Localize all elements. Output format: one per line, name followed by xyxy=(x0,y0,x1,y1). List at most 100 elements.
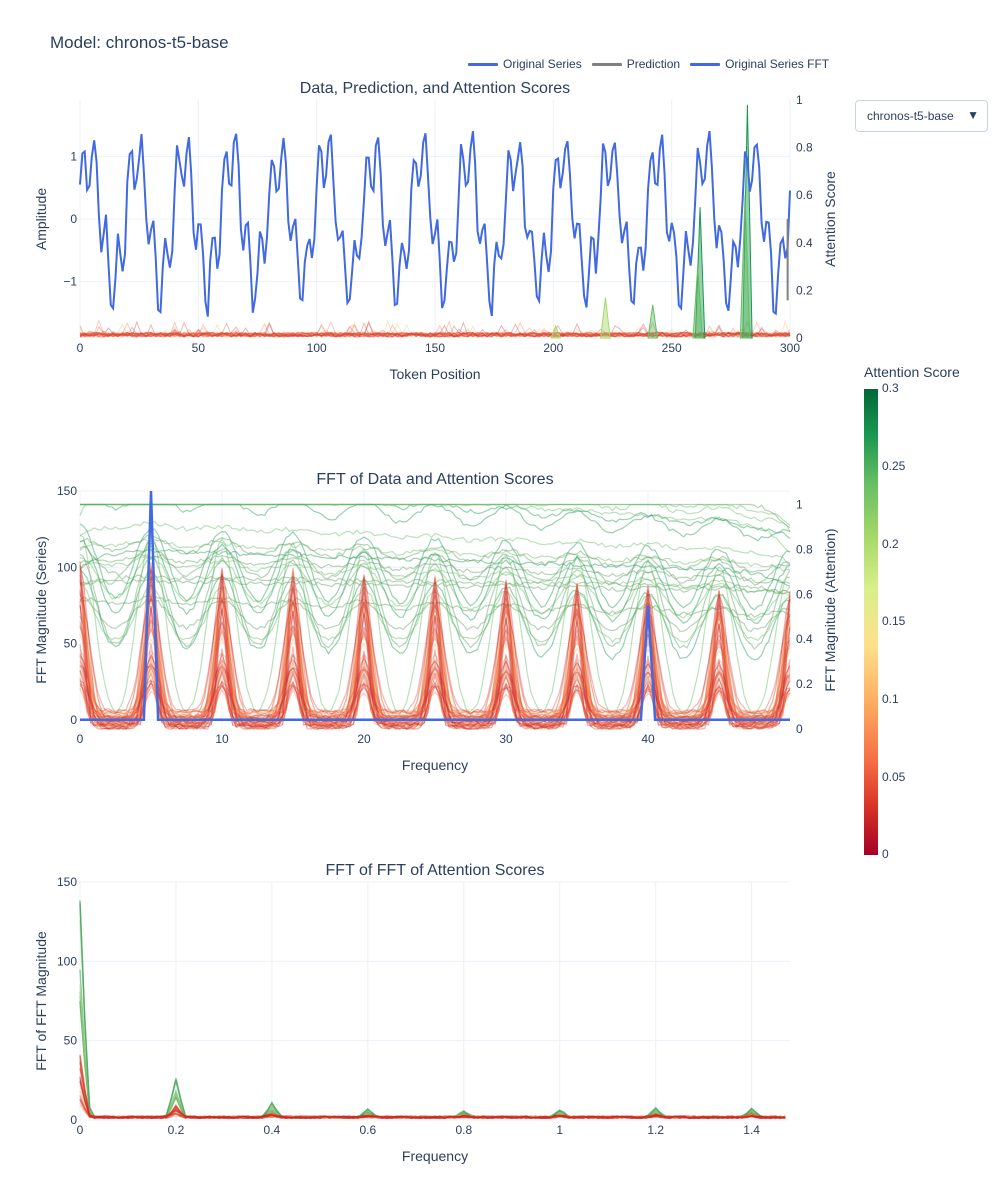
y-tick-label: −1 xyxy=(63,275,77,289)
attention-trace xyxy=(79,324,791,338)
attention-fft-trace xyxy=(80,503,791,527)
colorbar-tick: 0.05 xyxy=(882,770,906,784)
fft-of-fft-trace xyxy=(79,996,786,1120)
attention-trace xyxy=(79,321,791,338)
attention-fft-trace xyxy=(79,553,791,585)
colorbar-tick: 0.3 xyxy=(882,381,899,395)
attention-fft-trace xyxy=(79,592,791,730)
attention-trace xyxy=(79,319,791,338)
attention-fft-trace xyxy=(79,568,791,661)
attention-fft-trace xyxy=(79,625,791,727)
attention-fft-trace xyxy=(80,503,791,529)
attention-trace xyxy=(79,320,791,338)
fft-of-fft-trace xyxy=(79,1078,786,1120)
fft-of-fft-trace xyxy=(79,1001,786,1120)
x-axis-title: Frequency xyxy=(402,1148,468,1164)
x-axis-title: Token Position xyxy=(389,366,480,382)
attention-peak xyxy=(692,266,703,339)
fft-of-fft-trace xyxy=(79,1059,786,1120)
attention-fft-trace xyxy=(79,687,791,715)
attention-fft-trace xyxy=(79,668,791,717)
legend-swatch xyxy=(690,62,721,66)
attention-fft-trace xyxy=(79,570,791,720)
x-tick-label: 0.6 xyxy=(359,1123,376,1137)
attention-trace xyxy=(79,319,791,338)
model-select-dropdown[interactable]: chronos-t5-base ▼ xyxy=(855,100,988,132)
attention-fft-trace xyxy=(79,670,791,725)
legend-item-prediction[interactable]: Prediction xyxy=(591,57,680,71)
colorbar-tick: 0 xyxy=(882,847,889,861)
fft-of-fft-trace xyxy=(79,1001,786,1120)
y2-axis-title: Attention Score xyxy=(822,171,838,267)
attention-fft-trace xyxy=(79,534,791,573)
colorbar-tick: 0.15 xyxy=(882,614,906,628)
y2-tick-label: 0.2 xyxy=(796,677,813,691)
x-tick-label: 0.4 xyxy=(264,1123,281,1137)
attention-fft-trace xyxy=(79,574,791,715)
fft-of-fft-trace xyxy=(79,1080,786,1120)
attention-fft-trace xyxy=(80,503,791,540)
fft-of-fft-trace xyxy=(79,1084,786,1120)
x-tick-label: 0 xyxy=(77,732,84,746)
attention-trace xyxy=(79,320,791,338)
fft-of-fft-trace xyxy=(79,901,786,1120)
attention-fft-trace xyxy=(79,597,791,727)
fft-of-fft-trace xyxy=(79,1102,786,1120)
fft-of-fft-trace xyxy=(79,1055,786,1120)
y-tick-label: 100 xyxy=(57,560,77,574)
attention-trace xyxy=(79,319,791,338)
y-tick-label: 50 xyxy=(64,1034,78,1048)
fft-of-fft-trace xyxy=(79,1098,786,1120)
attention-trace xyxy=(80,322,791,338)
attention-fft-trace xyxy=(79,577,791,595)
attention-peak xyxy=(600,297,611,339)
attention-fft-trace xyxy=(79,545,791,586)
attention-fft-trace xyxy=(79,679,791,723)
attention-trace xyxy=(79,322,791,338)
attention-fft-trace xyxy=(79,565,791,730)
plot-title: Data, Prediction, and Attention Scores xyxy=(300,80,570,97)
attention-fft-trace xyxy=(79,605,791,719)
y2-tick-label: 0.8 xyxy=(796,141,813,155)
attention-fft-trace xyxy=(79,574,791,594)
y-tick-label: 150 xyxy=(57,875,77,889)
colorbar-tick: 0.1 xyxy=(882,692,899,706)
fft-of-fft-trace xyxy=(79,1062,786,1120)
fft-of-fft-trace xyxy=(79,1056,786,1120)
x-tick-label: 10 xyxy=(215,732,229,746)
fft-of-fft-trace xyxy=(79,1081,786,1120)
attention-fft-trace xyxy=(79,584,791,643)
attention-trace xyxy=(79,323,791,338)
attention-peak xyxy=(647,304,659,339)
attention-trace xyxy=(79,320,791,338)
attention-trace xyxy=(79,321,791,338)
attention-fft-trace xyxy=(79,548,791,587)
x-tick-label: 1.2 xyxy=(647,1123,664,1137)
attention-fft-trace xyxy=(79,594,791,715)
x-tick-label: 150 xyxy=(425,341,445,355)
y-tick-label: 1 xyxy=(70,149,77,163)
attention-fft-trace xyxy=(79,595,791,618)
attention-fft-trace xyxy=(79,555,791,597)
legend-item-original-series[interactable]: Original Series xyxy=(468,57,582,71)
fft-of-fft-trace xyxy=(79,1090,786,1120)
y2-tick-label: 0.4 xyxy=(796,632,813,646)
attention-trace xyxy=(79,322,791,338)
attention-trace xyxy=(79,321,791,338)
attention-fft-trace xyxy=(80,503,791,532)
attention-trace xyxy=(79,324,791,338)
x-tick-label: 40 xyxy=(641,732,655,746)
colorbar xyxy=(864,389,878,855)
legend-item-original-series-fft[interactable]: Original Series FFT xyxy=(690,57,829,71)
original-series-line xyxy=(79,130,791,317)
attention-trace xyxy=(79,331,791,338)
fft-of-fft-trace xyxy=(79,1095,786,1120)
legend: Original Series Prediction Original Seri… xyxy=(468,57,829,71)
fft-of-fft-trace xyxy=(79,1067,786,1120)
y2-tick-label: 0 xyxy=(796,722,803,736)
x-tick-label: 1.4 xyxy=(743,1123,760,1137)
x-tick-label: 300 xyxy=(780,341,800,355)
x-tick-label: 1 xyxy=(556,1123,563,1137)
attention-trace xyxy=(79,320,791,338)
